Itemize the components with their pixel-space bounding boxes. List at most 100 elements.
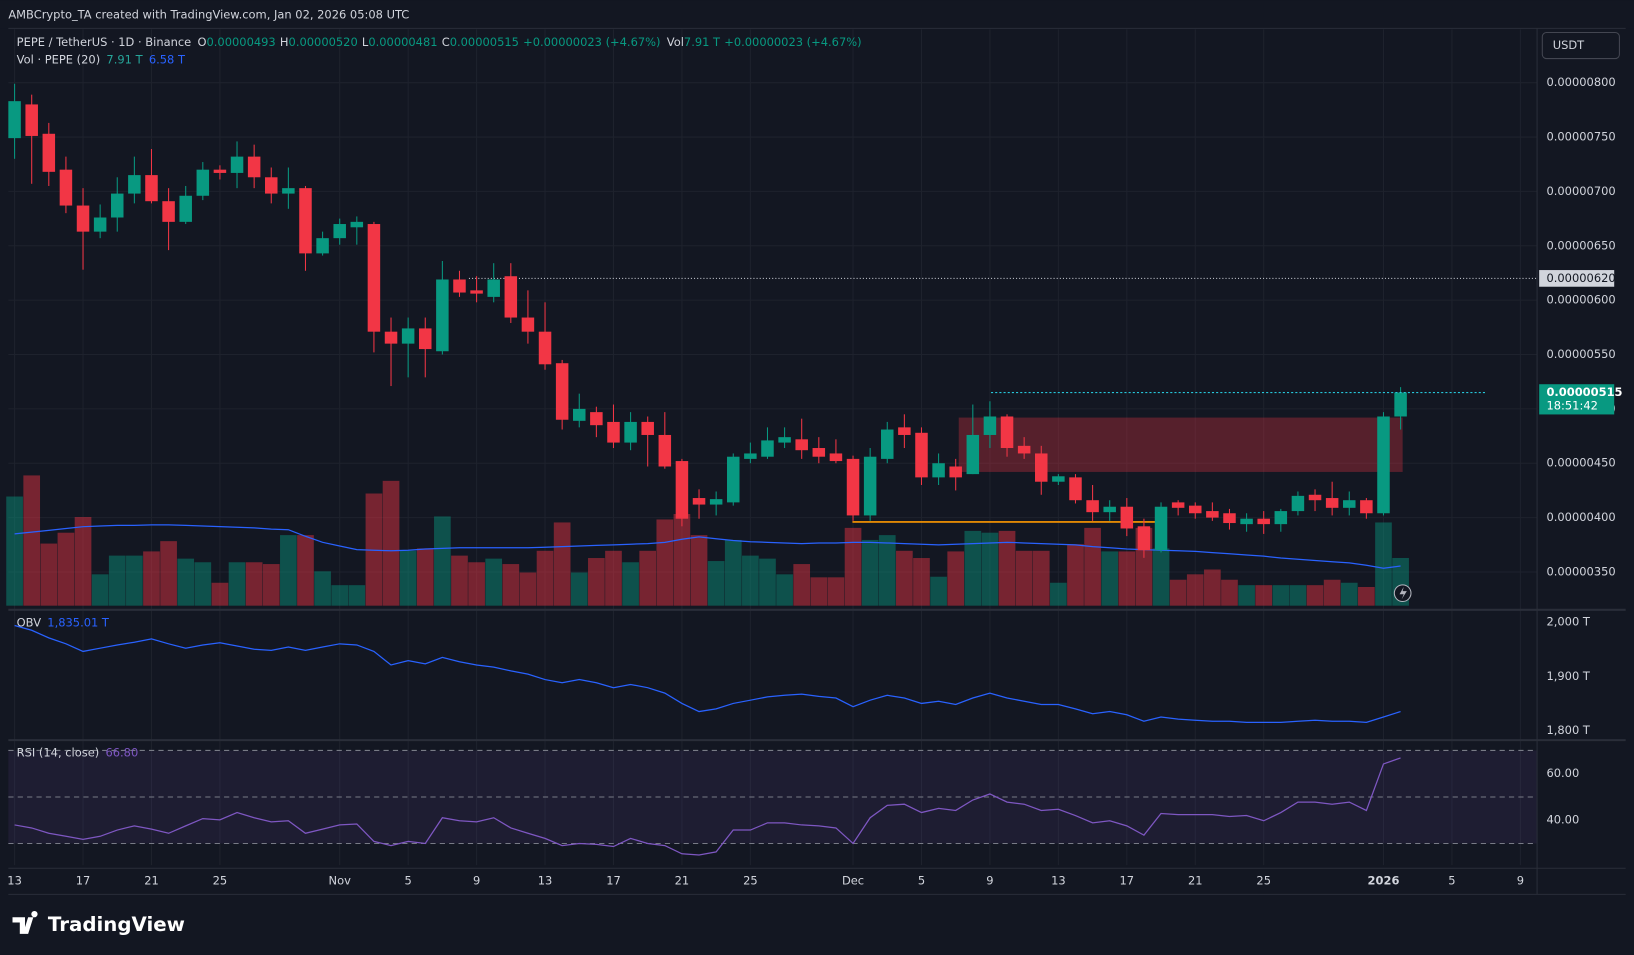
candle-body (521, 317, 535, 332)
volume-bar (1204, 569, 1221, 606)
candle-body (145, 175, 158, 202)
volume-bar (759, 558, 776, 606)
volume-bar (228, 562, 246, 606)
volume-bar (502, 564, 520, 606)
candle-body (1343, 500, 1356, 508)
volume-bar (1084, 527, 1101, 606)
candle-body (624, 421, 637, 443)
x-tick-label: 9 (986, 873, 993, 887)
volume-bar (348, 585, 366, 606)
candle-body (949, 466, 962, 478)
ohlc-key: O (197, 34, 206, 48)
volume-bar (776, 574, 793, 606)
x-tick-label: 21 (675, 873, 690, 887)
volume-bar (143, 551, 160, 606)
volume-bar (108, 555, 126, 606)
y-tick-label: 40.00 (1546, 813, 1579, 827)
volume-bar (1169, 579, 1187, 606)
volume-bar (588, 558, 605, 606)
top-bar (0, 0, 1634, 29)
candle-body (709, 499, 723, 505)
supply-zone (958, 417, 1403, 472)
candle-body (1171, 502, 1185, 508)
volume-bar (1272, 585, 1290, 606)
volume-bar (622, 562, 639, 606)
candle-body (898, 427, 911, 435)
volume-bar (1050, 582, 1067, 606)
candle-body (983, 416, 997, 435)
volume-bar (1306, 585, 1324, 606)
candle-body (1137, 526, 1151, 551)
alert-bolt (1399, 586, 1407, 600)
candle-body (555, 363, 569, 420)
candle-body (1069, 477, 1082, 501)
y-tick-label: 0.00000600 (1546, 293, 1615, 307)
volume-bar (810, 577, 828, 606)
candle-body (607, 421, 620, 443)
currency[interactable]: USDT (1553, 38, 1585, 52)
indicator-value: 66.80 (105, 745, 138, 759)
indicator-name: RSI (14, close) (17, 745, 100, 759)
ohlc-value: 0.00000493 (207, 34, 276, 48)
x-tick-label: 25 (743, 873, 758, 887)
candle-body (265, 177, 278, 194)
candle-body (573, 408, 586, 421)
y-tick-label: 1,800 T (1546, 723, 1590, 737)
indicator-legend: OBV 1,835.01 T (17, 615, 110, 629)
candle-body (658, 434, 672, 467)
candle-body (76, 205, 90, 232)
candle-body (829, 453, 843, 462)
last-price-label-box (1539, 384, 1615, 415)
volume-bar (878, 535, 896, 606)
last-price-label: 0.00000515 (1546, 385, 1622, 399)
x-tick-label: 21 (144, 873, 159, 887)
candle-body (1000, 416, 1014, 449)
volume-bar (23, 475, 41, 606)
volume-bar (536, 550, 554, 606)
currency-button[interactable] (1541, 32, 1620, 60)
x-tick-label: 5 (404, 873, 411, 887)
candle-body (1257, 518, 1270, 525)
candle-body (436, 279, 449, 352)
candle-body (692, 498, 706, 505)
x-tick-label: 2026 (1368, 873, 1400, 887)
y-tick-label: 0.00000800 (1546, 75, 1615, 89)
volume-bar (1323, 579, 1341, 606)
candle-body (179, 195, 192, 222)
candle-body (1325, 498, 1339, 508)
volume-bar (1255, 585, 1273, 606)
volume-bar (981, 532, 999, 606)
logo-text: TradingView (48, 913, 185, 936)
candle-body (1120, 506, 1134, 529)
volume-bar (485, 558, 503, 606)
volume-bar (1238, 585, 1255, 606)
candle-body (641, 421, 654, 435)
candle-body (213, 169, 227, 173)
volume-bar (1375, 522, 1392, 606)
vol-value: 7.91 T (684, 34, 721, 48)
candle-body (727, 456, 740, 503)
volume-bar (468, 562, 485, 606)
x-tick-label: 5 (1448, 873, 1455, 887)
candle-body (247, 156, 261, 178)
volume-bar (6, 496, 23, 606)
x-tick-label: 13 (1051, 873, 1066, 887)
volume-bar (1221, 579, 1238, 606)
volume-bar (57, 532, 75, 606)
x-tick-label: 17 (1120, 873, 1135, 887)
y-tick-label: 0.00000450 (1546, 456, 1615, 470)
volume-bar (211, 582, 229, 606)
volume-bar (1015, 550, 1033, 606)
candle-body (1103, 506, 1116, 513)
candle-body (316, 238, 329, 254)
volume-bar (570, 572, 588, 606)
y-tick-label: 0.00000400 (1546, 510, 1615, 524)
price-line-label-box (1539, 270, 1615, 287)
volume-bar (947, 551, 965, 606)
volume-bar (74, 517, 92, 606)
candle-body (966, 434, 980, 475)
volume-bar (1340, 582, 1358, 606)
